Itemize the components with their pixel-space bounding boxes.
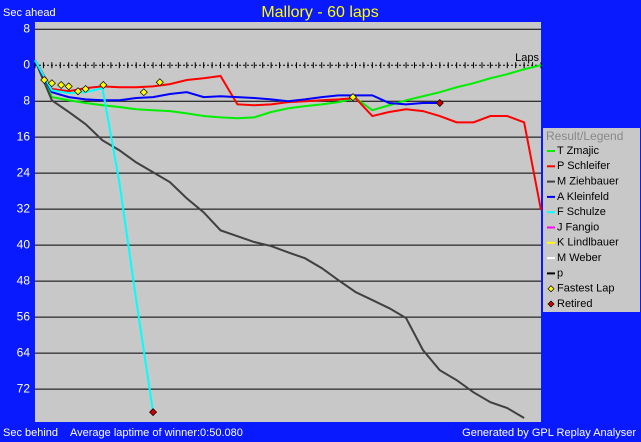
legend-label: F Schulze [557,206,606,218]
chart-title: Mallory - 60 laps [261,4,378,21]
footer-left: Average laptime of winner:0:50.080 [70,427,243,439]
y-tick-label: 56 [17,309,31,323]
y-tick-label: 48 [17,273,31,287]
legend-label: p [557,267,563,279]
fastest-lap-marker [47,79,56,88]
legend-label: A Kleinfeld [557,191,609,203]
legend-label: J Fangio [557,221,599,233]
legend-label: M Weber [557,252,602,264]
fastest-lap-marker [81,85,90,94]
legend-label: M Ziehbauer [557,176,619,188]
fastest-lap-marker [139,88,148,97]
fastest-lap-marker [99,80,108,89]
y-label-top: Sec ahead [3,7,56,19]
y-label-bottom: Sec behind [3,427,58,439]
legend-swatch [547,285,555,293]
series-line [34,59,440,106]
y-tick-label: 32 [17,201,31,215]
fastest-lap-marker [155,78,164,87]
fastest-lap-marker [74,87,83,96]
footer-right: Generated by GPL Replay Analyser [462,427,636,439]
legend-label: P Schleifer [557,160,610,172]
x-axis-label: Laps [515,52,539,64]
fastest-lap-marker [348,93,357,102]
legend-label: Fastest Lap [557,283,614,295]
legend-title: Result/Legend [546,129,623,143]
series-line [34,59,542,120]
legend-swatch [547,300,555,308]
y-tick-label: 8 [23,93,30,107]
y-tick-label: 16 [17,129,31,143]
retired-marker [435,98,444,107]
fastest-lap-marker [64,82,73,91]
fastest-lap-marker [57,80,66,89]
y-tick-label: 40 [17,237,31,251]
series-line [34,59,155,413]
series-line [34,59,525,419]
y-tick-label: 64 [17,345,31,359]
legend-label: K Lindlbauer [557,237,619,249]
y-tick-label: 24 [17,165,31,179]
retired-marker [149,408,158,417]
plot-area [35,22,541,422]
legend-box [543,128,640,312]
y-tick-label: 8 [23,21,30,35]
y-tick-label: 72 [17,381,31,395]
y-tick-label: 0 [23,57,30,71]
fastest-lap-marker [40,76,49,85]
legend-label: Retired [557,298,592,310]
legend-label: T Zmajic [557,145,599,157]
